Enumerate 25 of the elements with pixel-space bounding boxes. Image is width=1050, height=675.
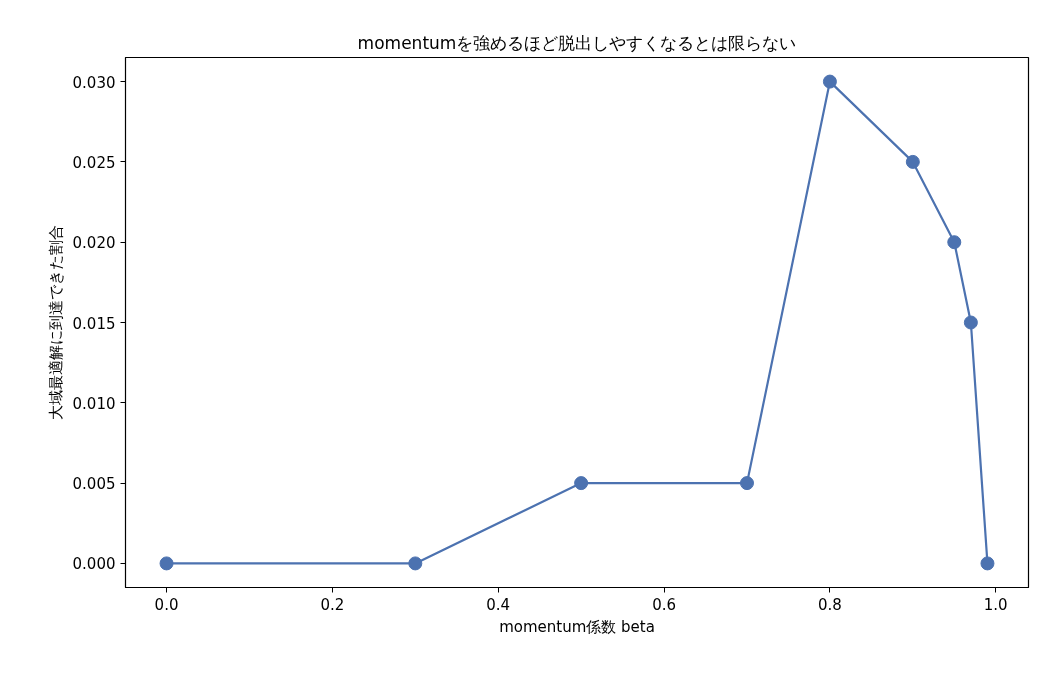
x-tick-label: 0.8 (817, 595, 842, 614)
y-tick-label: 0.020 (72, 234, 116, 253)
y-tick-label: 0.005 (72, 475, 116, 494)
x-tick-label: 0.4 (486, 595, 511, 614)
y-tick-label: 0.015 (72, 314, 116, 333)
point (159, 556, 174, 571)
point (905, 154, 920, 169)
point (980, 556, 995, 571)
point (963, 315, 978, 330)
y-axis-title: 大域最適解に到達できた割合 (46, 225, 65, 420)
y-tick-label: 0.010 (72, 394, 116, 413)
point (947, 235, 962, 250)
x-tick-label: 1.0 (983, 595, 1008, 614)
x-axis-title: momentum係数 beta (499, 617, 655, 636)
x-tick-label: 0.0 (154, 595, 179, 614)
point (408, 556, 423, 571)
y-tick-label: 0.030 (72, 73, 116, 92)
point (739, 476, 754, 491)
x-tick-label: 0.2 (320, 595, 345, 614)
y-tick-label: 0.000 (72, 555, 116, 574)
point (822, 74, 837, 89)
point (574, 476, 589, 491)
x-tick-label: 0.6 (652, 595, 676, 614)
y-tick-label: 0.025 (72, 153, 116, 172)
chart-title: momentumを強めるほど脱出しやすくなるとは限らない (357, 32, 797, 53)
